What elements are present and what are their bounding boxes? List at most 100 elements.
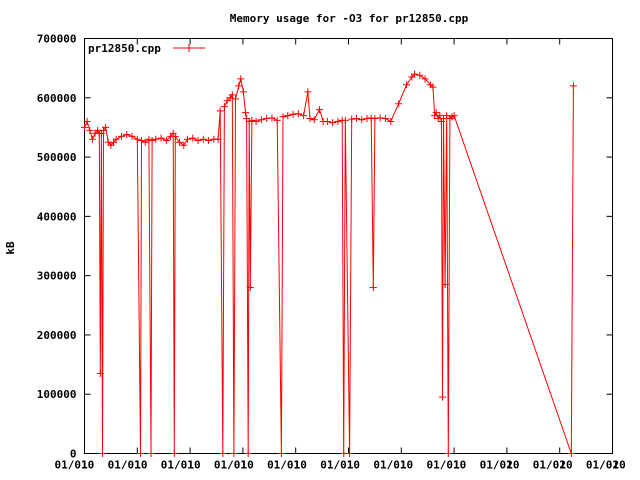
x-tick-label: 01/01: [480, 459, 513, 472]
x-tick-label: 10: [347, 459, 360, 472]
data-point-marker: [268, 114, 276, 122]
data-point-marker: [387, 118, 395, 125]
data-point-marker: [123, 131, 131, 139]
data-point-marker: [242, 109, 250, 117]
x-tick-label: 10: [81, 459, 94, 472]
data-point-marker: [128, 132, 136, 140]
data-point-marker: [371, 115, 379, 123]
data-point-marker: [176, 138, 184, 146]
data-point-marker: [189, 134, 197, 142]
data-point-marker: [117, 132, 125, 140]
x-tick-label: 01/01: [267, 459, 300, 472]
data-point-marker: [232, 95, 240, 103]
data-point-marker: [230, 450, 238, 457]
data-point-marker: [363, 115, 371, 123]
data-point-marker: [138, 136, 146, 144]
data-point-marker: [348, 115, 356, 123]
data-point-marker: [277, 450, 285, 457]
legend-marker-plus: [185, 44, 193, 52]
data-point-marker: [170, 450, 178, 457]
data-point-marker: [284, 112, 292, 120]
data-point-marker: [194, 136, 202, 144]
data-point-marker: [145, 135, 153, 143]
data-point-marker: [157, 134, 165, 142]
data-point-marker: [438, 393, 446, 401]
y-tick-label: 100000: [37, 388, 77, 401]
data-point-marker: [257, 116, 265, 124]
x-tick-label: 01/01: [533, 459, 566, 472]
data-point-marker: [432, 109, 440, 117]
data-point-marker: [244, 450, 252, 457]
x-tick-label: 01/01: [320, 459, 353, 472]
data-point-marker: [216, 107, 224, 115]
data-point-marker: [300, 112, 308, 120]
x-tick-label: 10: [453, 459, 466, 472]
data-point-marker: [440, 115, 448, 123]
data-point-marker: [381, 115, 389, 123]
x-tick-label: 10: [187, 459, 200, 472]
data-point-marker: [315, 106, 323, 114]
y-axis-ticks: 0 100000 200000 300000 400000 500000 600000 700…: [37, 33, 613, 461]
data-point-marker: [205, 136, 213, 144]
data-point-marker: [98, 450, 106, 457]
data-point-marker: [352, 115, 360, 123]
y-tick-label: 700000: [37, 33, 77, 46]
x-tick-label: 20: [613, 459, 626, 472]
data-point-marker: [81, 123, 88, 131]
data-point-marker: [147, 450, 155, 457]
data-point-marker: [252, 118, 260, 125]
data-point-marker: [367, 114, 375, 122]
data-point-marker: [219, 450, 227, 457]
data-point-marker: [141, 138, 149, 146]
data-point-marker: [214, 135, 222, 143]
data-point-marker: [441, 281, 449, 289]
x-tick-label: 10: [400, 459, 413, 472]
data-point-marker: [220, 103, 228, 111]
data-point-marker: [329, 119, 337, 127]
data-point-marker: [569, 82, 577, 90]
data-point-marker: [444, 450, 452, 457]
y-tick-label: 600000: [37, 92, 77, 105]
data-point-marker: [263, 115, 271, 123]
legend-label-pr12850-cpp: pr12850.cpp: [88, 42, 161, 55]
data-point-marker: [96, 369, 104, 377]
data-point-marker: [450, 112, 458, 120]
x-tick-label: 20: [559, 459, 572, 472]
x-tick-label: 01/01: [161, 459, 194, 472]
data-point-marker: [86, 126, 94, 134]
y-tick-label: 200000: [37, 329, 77, 342]
x-tick-label: 01/01: [108, 459, 141, 472]
x-tick-label: 10: [241, 459, 254, 472]
data-point-marker: [199, 135, 207, 143]
data-point-marker: [237, 75, 245, 83]
data-point-marker: [88, 135, 96, 143]
data-point-marker: [112, 135, 120, 143]
data-point-marker: [152, 135, 160, 143]
x-tick-label: 01/01: [586, 459, 619, 472]
y-tick-label: 400000: [37, 210, 77, 223]
series-layer: [81, 70, 577, 457]
data-point-marker: [279, 113, 287, 121]
x-tick-label: 01/01: [373, 459, 406, 472]
x-tick-label: 01/01: [55, 459, 88, 472]
data-point-marker: [395, 100, 403, 108]
x-tick-label: 10: [294, 459, 307, 472]
data-point-marker: [171, 132, 179, 140]
x-tick-label: 01/01: [214, 459, 247, 472]
data-point-marker: [289, 110, 297, 118]
data-point-marker: [334, 118, 342, 125]
y-tick-label: 500000: [37, 151, 77, 164]
data-point-marker: [376, 114, 384, 122]
data-point-marker: [567, 450, 575, 457]
x-tick-label: 01/01: [427, 459, 460, 472]
data-point-marker: [436, 112, 444, 120]
data-point-marker: [421, 75, 429, 83]
data-point-marker: [369, 284, 377, 291]
series-line: [84, 73, 574, 454]
data-point-marker: [180, 141, 188, 149]
y-tick-label: 300000: [37, 270, 77, 283]
data-point-marker: [429, 83, 437, 91]
data-point-marker: [133, 135, 141, 143]
